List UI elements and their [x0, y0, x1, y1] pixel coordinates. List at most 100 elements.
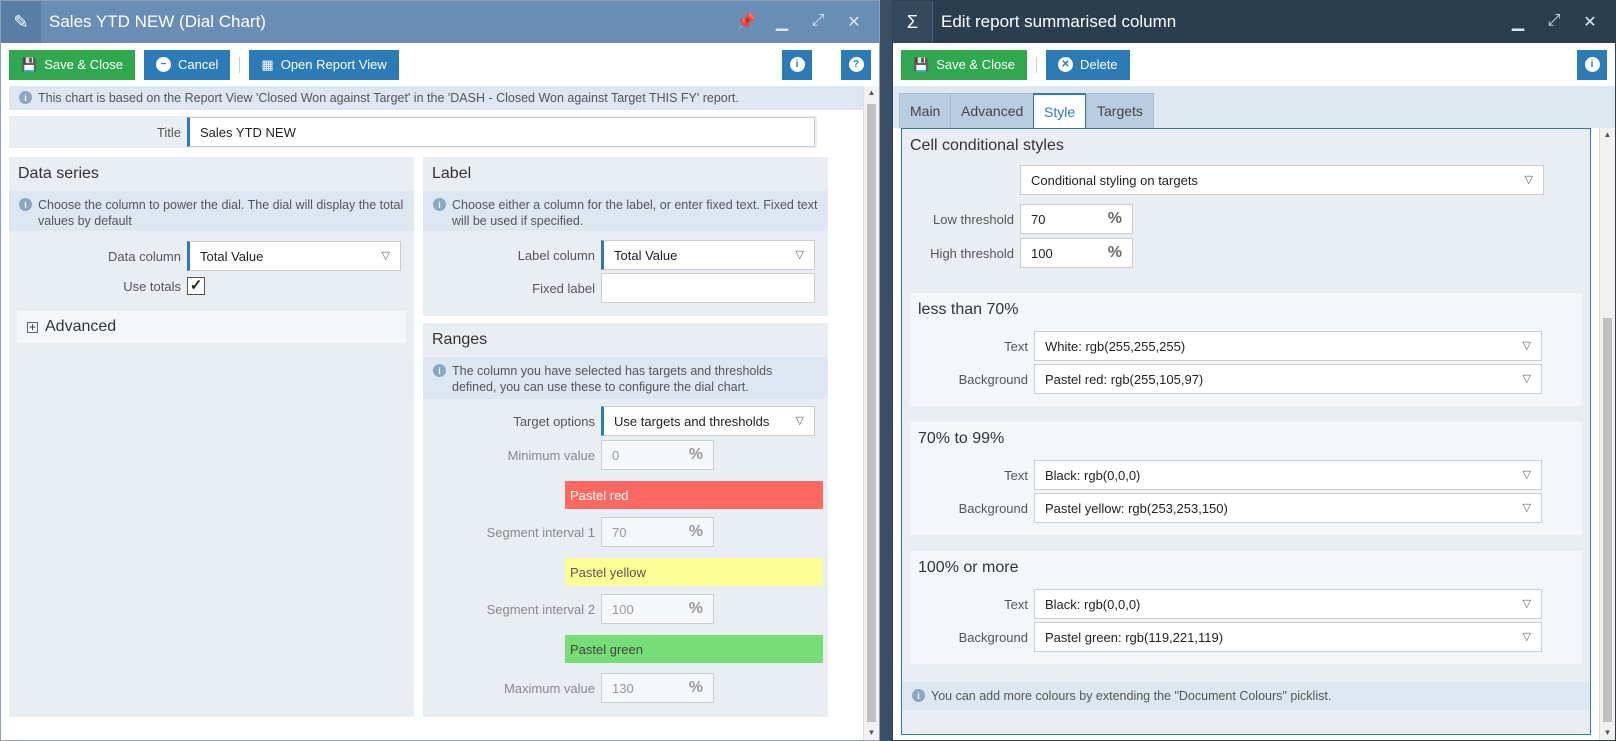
tab-bar: Main Advanced Style Targets: [893, 86, 1615, 129]
background-color-row: Background Pastel green: rgb(119,221,119…: [910, 622, 1582, 652]
segment-interval-2-row: Segment interval 2 100%: [423, 594, 828, 624]
toolbar: 💾 Save & Close ✕ Delete i: [893, 43, 1615, 86]
dial-chart-window: ✎ Sales YTD NEW (Dial Chart) 📌 ▁ ⤢ ✕ 💾 Sa…: [0, 0, 880, 741]
high-threshold-input[interactable]: 100%: [1020, 238, 1133, 268]
info-button[interactable]: i: [782, 49, 812, 80]
save-close-button[interactable]: 💾 Save & Close: [901, 49, 1027, 80]
data-series-info: i Choose the column to power the dial. T…: [9, 191, 414, 231]
data-series-panel: Data series i Choose the column to power…: [9, 157, 414, 717]
help-button[interactable]: ?: [841, 49, 871, 80]
low-threshold-input[interactable]: 70%: [1020, 204, 1133, 234]
percent-symbol: %: [1107, 210, 1122, 227]
chevron-down-icon: ▽: [1524, 174, 1533, 186]
text-color-label: Text: [1004, 338, 1028, 354]
scroll-down-icon[interactable]: ▼: [867, 728, 876, 737]
maximum-value-label: Maximum value: [503, 680, 595, 696]
minimize-icon[interactable]: ▁: [1511, 14, 1525, 31]
use-totals-checkbox[interactable]: ✓: [187, 277, 205, 295]
tab-advanced[interactable]: Advanced: [950, 93, 1035, 128]
close-icon[interactable]: ✕: [847, 14, 861, 31]
info-icon: i: [19, 91, 32, 104]
segment-interval-2-label: Segment interval 2: [486, 601, 595, 617]
maximize-icon[interactable]: ⤢: [811, 12, 825, 29]
advanced-expander[interactable]: + Advanced: [17, 311, 406, 343]
segment-interval-2-input[interactable]: 100%: [601, 594, 714, 624]
cancel-button[interactable]: − Cancel: [143, 49, 231, 80]
low-threshold-label: Low threshold: [933, 211, 1014, 227]
text-color-select[interactable]: White: rgb(255,255,255) ▽: [1034, 331, 1542, 361]
window-title: Sales YTD NEW (Dial Chart): [49, 12, 266, 31]
minimize-icon[interactable]: ▁: [775, 14, 789, 31]
data-column-row: Data column Total Value ▽: [9, 241, 414, 271]
window-title: Edit report summarised column: [941, 12, 1177, 31]
vertical-scrollbar[interactable]: ▲ ▼: [1599, 128, 1615, 740]
use-totals-label: Use totals: [123, 278, 181, 294]
report-info-banner: i This chart is based on the Report View…: [9, 86, 863, 110]
scroll-up-icon[interactable]: ▲: [1603, 130, 1612, 139]
table-icon: ▦: [261, 56, 274, 72]
tab-targets[interactable]: Targets: [1086, 93, 1154, 128]
text-color-row: Text White: rgb(255,255,255) ▽: [910, 331, 1582, 361]
background-color-select[interactable]: Pastel yellow: rgb(253,253,150) ▽: [1034, 493, 1542, 523]
section-less-than-70: less than 70% Text White: rgb(255,255,25…: [910, 293, 1582, 406]
target-options-label: Target options: [513, 413, 595, 429]
scroll-down-icon[interactable]: ▼: [1603, 728, 1612, 737]
background-color-select[interactable]: Pastel green: rgb(119,221,119) ▽: [1034, 622, 1542, 652]
segment-interval-1-input[interactable]: 70%: [601, 517, 714, 547]
background-color-label: Background: [958, 500, 1028, 516]
data-column-select[interactable]: Total Value ▽: [187, 241, 401, 271]
minimum-value-label: Minimum value: [507, 447, 595, 463]
text-color-select[interactable]: Black: rgb(0,0,0) ▽: [1034, 589, 1542, 619]
section-100-or-more: 100% or more Text Black: rgb(0,0,0) ▽ Bac…: [910, 551, 1582, 664]
background-color-select[interactable]: Pastel red: rgb(255,105,97) ▽: [1034, 364, 1542, 394]
target-options-select[interactable]: Use targets and thresholds ▽: [601, 406, 815, 436]
minimum-value-input[interactable]: 0%: [601, 440, 714, 470]
scroll-thumb[interactable]: [1603, 318, 1612, 722]
scroll-thumb[interactable]: [867, 104, 876, 722]
save-close-button[interactable]: 💾 Save & Close: [9, 49, 135, 80]
info-icon: i: [433, 364, 446, 377]
ranges-panel: Ranges i The column you have selected ha…: [423, 323, 828, 717]
save-icon: 💾: [913, 56, 930, 72]
fixed-label-input[interactable]: [601, 273, 815, 303]
title-label: Title: [156, 124, 181, 140]
high-threshold-label: High threshold: [930, 245, 1014, 261]
toolbar-divider: [1035, 56, 1037, 73]
text-color-label: Text: [1004, 467, 1028, 483]
chevron-down-icon: ▽: [1522, 373, 1531, 385]
info-icon: i: [19, 198, 32, 211]
fixed-label-row: Fixed label: [423, 273, 828, 303]
vertical-scrollbar[interactable]: ▲ ▼: [863, 86, 879, 740]
help-icon: ?: [848, 57, 864, 72]
swatch-pastel-red: Pastel red: [565, 481, 823, 509]
label-column-select[interactable]: Total Value ▽: [601, 240, 815, 270]
maximum-value-input[interactable]: 130%: [601, 673, 714, 703]
styling-mode-select[interactable]: Conditional styling on targets ▽: [1020, 165, 1544, 195]
toolbar: 💾 Save & Close − Cancel ▦ Open Report View …: [1, 43, 879, 86]
tab-main[interactable]: Main: [899, 93, 952, 128]
info-button[interactable]: i: [1577, 49, 1607, 80]
chevron-down-icon: ▽: [1522, 469, 1531, 481]
maximize-icon[interactable]: ⤢: [1547, 12, 1561, 29]
section-heading: 100% or more: [918, 559, 1019, 576]
pin-icon[interactable]: 📌: [736, 14, 756, 31]
background-color-label: Background: [958, 371, 1028, 387]
title-input[interactable]: Sales YTD NEW: [187, 117, 815, 147]
text-color-select[interactable]: Black: rgb(0,0,0) ▽: [1034, 460, 1542, 490]
swatch-pastel-green: Pastel green: [565, 635, 823, 663]
open-report-view-button[interactable]: ▦ Open Report View: [249, 49, 399, 80]
chevron-down-icon: ▽: [1522, 340, 1531, 352]
background-color-row: Background Pastel red: rgb(255,105,97) ▽: [910, 364, 1582, 394]
scroll-up-icon[interactable]: ▲: [867, 88, 876, 97]
info-icon: i: [1584, 57, 1600, 72]
text-color-row: Text Black: rgb(0,0,0) ▽: [910, 589, 1582, 619]
delete-button[interactable]: ✕ Delete: [1045, 49, 1130, 80]
data-series-heading: Data series: [18, 165, 99, 182]
tab-style[interactable]: Style: [1033, 93, 1087, 129]
expand-icon: +: [27, 319, 38, 334]
percent-symbol: %: [688, 600, 703, 617]
segment-interval-1-label: Segment interval 1: [486, 524, 595, 540]
chevron-down-icon: ▽: [1522, 502, 1531, 514]
close-icon[interactable]: ✕: [1583, 14, 1597, 31]
minimum-value-row: Minimum value 0%: [423, 440, 828, 470]
